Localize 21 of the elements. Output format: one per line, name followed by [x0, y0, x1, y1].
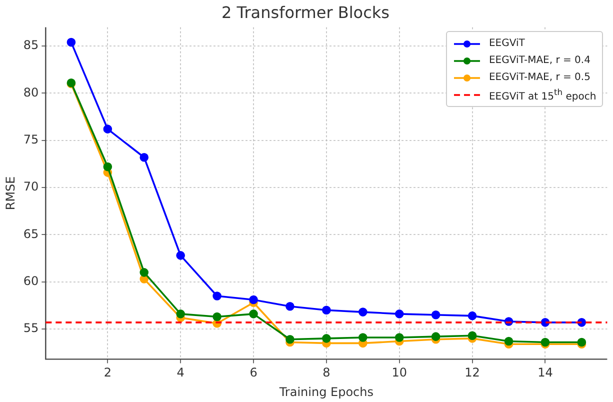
- y-tick-label: 80: [23, 85, 39, 100]
- x-tick-label: 6: [250, 366, 258, 380]
- y-tick-label: 55: [23, 321, 39, 336]
- x-tick-label: 8: [322, 366, 330, 380]
- y-tick-label: 60: [23, 274, 39, 288]
- x-tick-label: 14: [538, 366, 553, 380]
- x-tick-label: 10: [392, 366, 407, 380]
- y-tick-label: 75: [23, 132, 39, 147]
- y-tick-label: 65: [23, 226, 39, 241]
- legend-label: EEGViT-MAE, r = 0.5: [488, 72, 590, 84]
- legend-label: EEGViT at 15$^{th}$ epoch: [488, 87, 596, 102]
- x-tick-label: 4: [176, 366, 184, 380]
- legend-label: EEGViT: [488, 38, 525, 50]
- chart-title: 2 Transformer Blocks: [222, 2, 390, 22]
- y-tick-label: 70: [23, 180, 39, 194]
- x-tick-label: 2: [104, 366, 112, 380]
- x-tick-label: 12: [464, 366, 480, 380]
- x-axis-title: Training Epochs: [278, 384, 374, 399]
- y-tick-label: 85: [23, 38, 39, 52]
- y-axis-title: RMSE: [3, 176, 18, 210]
- legend-label: EEGViT-MAE, r = 0.4: [488, 55, 590, 66]
